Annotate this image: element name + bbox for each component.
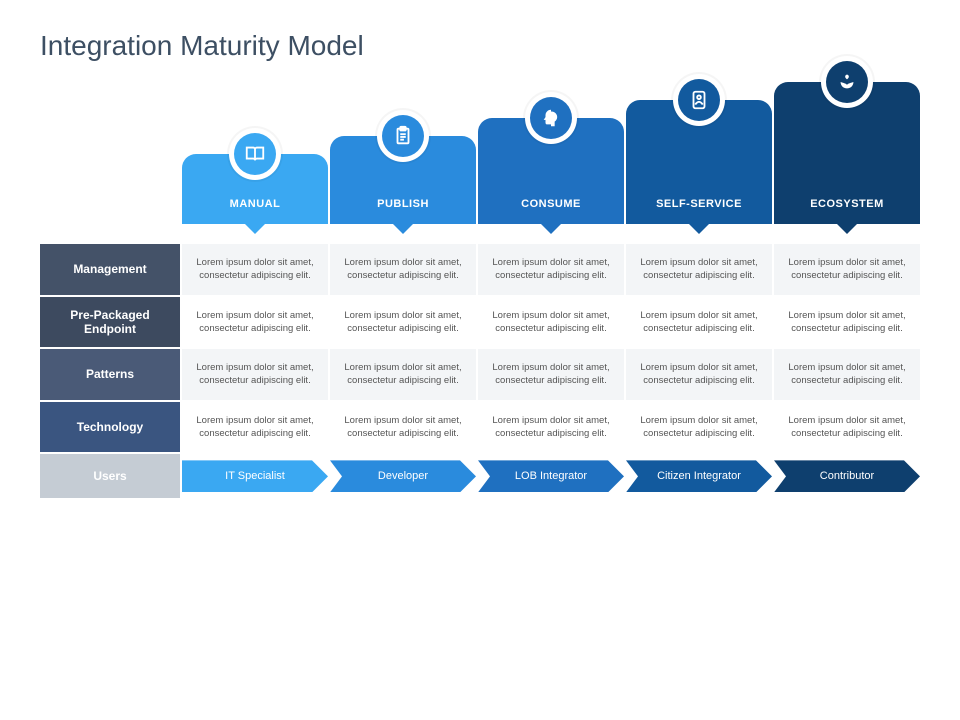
cell: Lorem ipsum dolor sit amet, consectetur …: [626, 297, 772, 348]
cell: Lorem ipsum dolor sit amet, consectetur …: [626, 349, 772, 400]
stage-header-publish: PUBLISH: [330, 72, 476, 242]
stage-box: CONSUME: [478, 118, 624, 224]
row-label-technology: Technology: [40, 402, 180, 453]
cell: Lorem ipsum dolor sit amet, consectetur …: [478, 297, 624, 348]
book-icon: [229, 128, 281, 180]
cell: Lorem ipsum dolor sit amet, consectetur …: [478, 244, 624, 295]
row-label-management: Management: [40, 244, 180, 295]
cell: Lorem ipsum dolor sit amet, consectetur …: [774, 349, 920, 400]
cell: Lorem ipsum dolor sit amet, consectetur …: [182, 402, 328, 453]
row-label-users: Users: [40, 454, 180, 498]
maturity-grid: MANUAL PUBLISH CONSUME SELF-SERVICE ECOSYSTE…: [40, 72, 920, 498]
cell: Lorem ipsum dolor sit amet, consectetur …: [626, 402, 772, 453]
stage-box: SELF-SERVICE: [626, 100, 772, 224]
stage-header-consume: CONSUME: [478, 72, 624, 242]
cell: Lorem ipsum dolor sit amet, consectetur …: [182, 349, 328, 400]
badge-icon: [673, 74, 725, 126]
cell: Lorem ipsum dolor sit amet, consectetur …: [478, 402, 624, 453]
user-arrow-developer: Developer: [330, 454, 476, 498]
cell: Lorem ipsum dolor sit amet, consectetur …: [478, 349, 624, 400]
clipboard-icon: [377, 110, 429, 162]
user-arrow-lob-integrator: LOB Integrator: [478, 454, 624, 498]
stage-label: MANUAL: [230, 198, 281, 210]
page-title: Integration Maturity Model: [40, 30, 920, 62]
cell: Lorem ipsum dolor sit amet, consectetur …: [330, 349, 476, 400]
cell: Lorem ipsum dolor sit amet, consectetur …: [774, 244, 920, 295]
user-arrow-citizen-integrator: Citizen Integrator: [626, 454, 772, 498]
stage-header-ecosystem: ECOSYSTEM: [774, 72, 920, 242]
stage-box: PUBLISH: [330, 136, 476, 224]
hand-icon: [821, 56, 873, 108]
user-label: Developer: [378, 470, 428, 482]
cell: Lorem ipsum dolor sit amet, consectetur …: [182, 244, 328, 295]
stage-arrow-down: [837, 224, 857, 234]
cell: Lorem ipsum dolor sit amet, consectetur …: [626, 244, 772, 295]
stage-arrow-down: [689, 224, 709, 234]
cell: Lorem ipsum dolor sit amet, consectetur …: [774, 297, 920, 348]
stage-label: ECOSYSTEM: [810, 198, 884, 210]
stage-label: SELF-SERVICE: [656, 198, 742, 210]
stage-header-self-service: SELF-SERVICE: [626, 72, 772, 242]
stage-arrow-down: [541, 224, 561, 234]
stage-label: PUBLISH: [377, 198, 429, 210]
user-arrow-contributor: Contributor: [774, 454, 920, 498]
user-arrow-it-specialist: IT Specialist: [182, 454, 328, 498]
user-label: LOB Integrator: [515, 470, 587, 482]
stage-arrow-down: [245, 224, 265, 234]
cell: Lorem ipsum dolor sit amet, consectetur …: [330, 402, 476, 453]
user-label: Contributor: [820, 470, 874, 482]
cell: Lorem ipsum dolor sit amet, consectetur …: [182, 297, 328, 348]
user-label: Citizen Integrator: [657, 470, 741, 482]
stage-box: MANUAL: [182, 154, 328, 224]
row-label-patterns: Patterns: [40, 349, 180, 400]
row-label-pre-packaged-endpoint: Pre-Packaged Endpoint: [40, 297, 180, 348]
stage-box: ECOSYSTEM: [774, 82, 920, 224]
stage-arrow-down: [393, 224, 413, 234]
user-label: IT Specialist: [225, 470, 285, 482]
head-icon: [525, 92, 577, 144]
cell: Lorem ipsum dolor sit amet, consectetur …: [774, 402, 920, 453]
stage-header-manual: MANUAL: [182, 72, 328, 242]
cell: Lorem ipsum dolor sit amet, consectetur …: [330, 244, 476, 295]
stage-label: CONSUME: [521, 198, 581, 210]
cell: Lorem ipsum dolor sit amet, consectetur …: [330, 297, 476, 348]
